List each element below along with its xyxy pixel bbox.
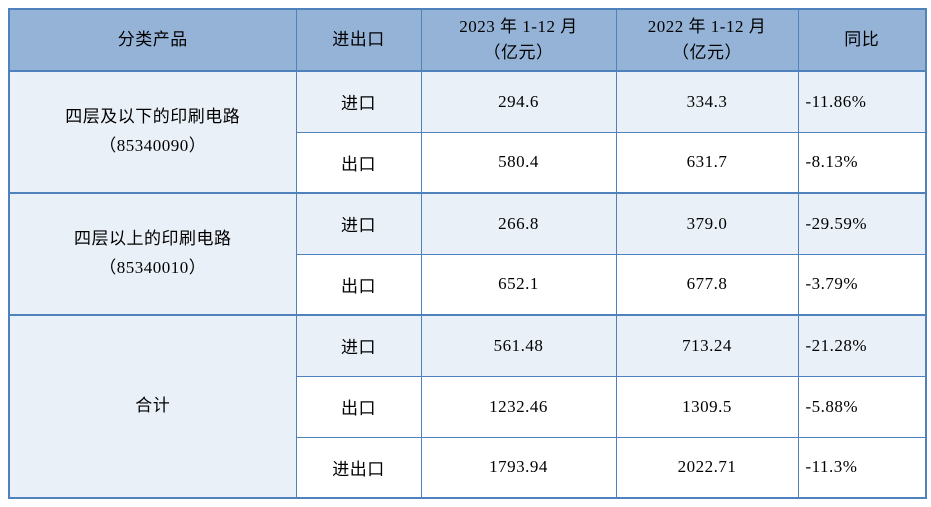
header-row: 分类产品 进出口 2023 年 1-12 月 （亿元） 2022 年 1-12 … bbox=[8, 8, 927, 72]
value-2023-cell: 294.6 bbox=[420, 70, 617, 133]
yoy-cell: -29.59% bbox=[797, 192, 927, 255]
table-row: 四层以上的印刷电路 （85340010） 进口 266.8 379.0 -29.… bbox=[8, 192, 927, 316]
value-2023-cell: 580.4 bbox=[420, 131, 617, 194]
product-cell-group1: 四层及以下的印刷电路 （85340090） bbox=[8, 70, 297, 194]
yoy-cell: -21.28% bbox=[797, 314, 927, 377]
yoy-cell: -5.88% bbox=[797, 375, 927, 438]
flow-cell: 出口 bbox=[295, 253, 422, 316]
value-2022-cell: 2022.71 bbox=[615, 436, 799, 499]
yoy-cell: -8.13% bbox=[797, 131, 927, 194]
table-row: 合计 进口 561.48 713.24 -21.28% bbox=[8, 314, 927, 499]
value-2022-cell: 334.3 bbox=[615, 70, 799, 133]
table-row: 四层及以下的印刷电路 （85340090） 进口 294.6 334.3 -11… bbox=[8, 70, 927, 194]
import-export-table: 分类产品 进出口 2023 年 1-12 月 （亿元） 2022 年 1-12 … bbox=[8, 8, 927, 499]
flow-cell: 进口 bbox=[295, 192, 422, 255]
table-row: 出口 652.1 677.8 -3.79% bbox=[9, 253, 927, 316]
flow-cell: 进口 bbox=[295, 70, 422, 133]
yoy-cell: -11.3% bbox=[797, 436, 927, 499]
value-2023-cell: 561.48 bbox=[420, 314, 617, 377]
header-cell-2023: 2023 年 1-12 月 （亿元） bbox=[420, 8, 617, 72]
flow-cell: 出口 bbox=[295, 375, 422, 438]
value-2022-cell: 631.7 bbox=[615, 131, 799, 194]
table-row: 进出口 1793.94 2022.71 -11.3% bbox=[9, 436, 927, 499]
yoy-cell: -3.79% bbox=[797, 253, 927, 316]
flow-cell: 进出口 bbox=[295, 436, 422, 499]
header-cell-2022: 2022 年 1-12 月 （亿元） bbox=[615, 8, 799, 72]
table-row: 出口 1232.46 1309.5 -5.88% bbox=[9, 375, 927, 438]
value-2022-cell: 713.24 bbox=[615, 314, 799, 377]
value-2023-cell: 652.1 bbox=[420, 253, 617, 316]
yoy-cell: -11.86% bbox=[797, 70, 927, 133]
product-cell-group2: 四层以上的印刷电路 （85340010） bbox=[8, 192, 297, 316]
value-2022-cell: 677.8 bbox=[615, 253, 799, 316]
value-2023-cell: 1232.46 bbox=[420, 375, 617, 438]
flow-cell: 出口 bbox=[295, 131, 422, 194]
flow-cell: 进口 bbox=[295, 314, 422, 377]
header-cell-flow: 进出口 bbox=[295, 8, 422, 72]
value-2022-cell: 1309.5 bbox=[615, 375, 799, 438]
table-row: 出口 580.4 631.7 -8.13% bbox=[9, 131, 927, 194]
product-cell-total: 合计 bbox=[8, 314, 297, 499]
value-2022-cell: 379.0 bbox=[615, 192, 799, 255]
value-2023-cell: 1793.94 bbox=[420, 436, 617, 499]
header-cell-product: 分类产品 bbox=[8, 8, 297, 72]
value-2023-cell: 266.8 bbox=[420, 192, 617, 255]
header-cell-yoy: 同比 bbox=[797, 8, 927, 72]
